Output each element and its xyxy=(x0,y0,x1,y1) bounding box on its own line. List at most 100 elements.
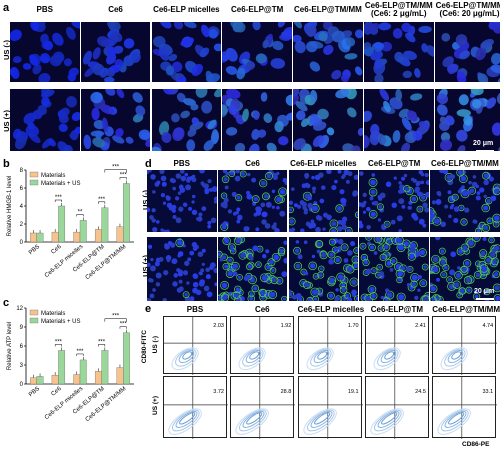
panel-e-flow-plot-r0-c0: 2.03 xyxy=(163,316,228,375)
panel-c-y-axis-label: Relative ATP level xyxy=(7,322,13,370)
panel-b-x-tick-label: Ce6-ELP@TM/MM xyxy=(85,244,128,281)
panel-e-flow-plot-r1-c3: 24.5 xyxy=(364,376,430,439)
panel-d-letter: d xyxy=(145,158,152,170)
panel-b-bar-0-0 xyxy=(30,232,37,243)
panel-c-y-tick-label: 9 xyxy=(20,325,24,331)
panel-c-bar-0-0 xyxy=(30,377,37,385)
panel-b-x-tick-label: Ce6-ELP micelles xyxy=(44,244,84,279)
panel-b-letter: b xyxy=(3,158,10,170)
panel-e-flow-density xyxy=(298,317,363,375)
panel-e-quadrant-value: 19.1 xyxy=(347,389,359,395)
panel-b-sig-bracket xyxy=(76,214,84,217)
panel-b-bar-1-2 xyxy=(79,220,87,243)
panel-c-legend-swatch-0 xyxy=(29,309,39,316)
panel-c-bar-0-3 xyxy=(94,371,102,385)
panel-d-col-title-1: Ce6 xyxy=(245,159,260,168)
panel-c-letter: c xyxy=(3,297,10,309)
panel-e-flow-plot-r0-c4: 4.74 xyxy=(432,316,498,375)
panel-a-col-title-2: Ce6-ELP micelles xyxy=(153,5,220,14)
panel-a-micrograph-r1-c1 xyxy=(80,89,151,151)
panel-e-flow-density xyxy=(231,377,296,439)
panel-d-micrograph-r0-c1 xyxy=(217,170,288,232)
panel-c-sig-label: *** xyxy=(120,322,128,328)
panel-e-flow-density xyxy=(365,317,430,375)
panel-a-micrograph-r1-c6 xyxy=(434,89,500,151)
panel-d-micrograph-r1-c4 xyxy=(430,237,500,301)
panel-c-legend-label-1: Materials + US xyxy=(41,319,81,325)
panel-d-scale-bar xyxy=(476,298,494,300)
panel-a-micrograph-r1-c5 xyxy=(364,89,434,151)
panel-b-sig-label: *** xyxy=(120,173,128,179)
panel-e-flow-plot-r1-c2: 19.1 xyxy=(297,376,363,439)
panel-e-row-label-us-plus: US (+) xyxy=(152,396,159,415)
panel-c-bar-1-2 xyxy=(79,359,87,385)
panel-a-micrograph-r0-c1 xyxy=(80,22,151,82)
panel-c-y-tick-label: 12 xyxy=(16,306,23,312)
panel-e-flow-density xyxy=(433,317,498,375)
panel-a-col-title-3: Ce6-ELP@TM xyxy=(231,5,284,14)
panel-e-col-title-2: Ce6-ELP micelles xyxy=(297,305,365,314)
panel-d-scale-label: 20 μm xyxy=(474,288,495,295)
panel-e-quadrant-value: 2.03 xyxy=(213,323,224,329)
panel-c-x-tick-label: Ce6 xyxy=(50,386,63,398)
panel-a-micrograph-r1-c3 xyxy=(222,89,292,151)
panel-c-sig-bracket-span xyxy=(104,318,127,322)
panel-e-flow-density xyxy=(298,377,363,439)
panel-e-flow-plot-r0-c3: 2.41 xyxy=(364,316,430,375)
panel-a-micrograph-r0-c4 xyxy=(293,22,363,82)
panel-b-legend-swatch-1 xyxy=(29,179,39,186)
panel-c-bar-1-0 xyxy=(36,376,44,385)
panel-b-y-tick-label: 4 xyxy=(20,204,24,210)
panel-e-flow-density xyxy=(365,377,430,439)
panel-b-sig-bracket xyxy=(98,201,106,204)
panel-b-hmgb1-chart: 0 2 4 6 8 Relative HMGB-1 level PBS Ce6Ce6-ELP … xyxy=(7,165,134,281)
panel-c-x-tick-label: Ce6-ELP micelles xyxy=(44,386,84,421)
panel-a-col-title-1: Ce6 xyxy=(108,5,123,14)
panel-e-col-title-3: Ce6-ELP@TM xyxy=(370,305,424,314)
panel-c-sig-bracket xyxy=(119,326,127,329)
panel-e-flow-plot-r1-c4: 33.1 xyxy=(432,376,498,439)
panel-b-sig-label: *** xyxy=(55,195,63,201)
panel-b-sig-label: ** xyxy=(78,209,83,215)
panel-e-quadrant-value: 3.72 xyxy=(213,389,224,395)
panel-e-quadrant-value: 33.1 xyxy=(482,389,494,395)
panel-c-legend-swatch-1 xyxy=(29,317,39,324)
panel-e-flow-plot-r1-c0: 3.72 xyxy=(163,376,228,439)
panel-a-scale-bar xyxy=(476,150,494,152)
panel-d-col-title-0: PBS xyxy=(173,159,190,168)
panel-e-col-title-0: PBS xyxy=(186,305,204,314)
panel-b-bar-0-3 xyxy=(94,229,102,243)
panel-c-bar-0-2 xyxy=(73,374,81,385)
panel-a-col-title-6: Ce6-ELP@TM/MM (Ce6: 20 μg/mL) xyxy=(435,1,500,18)
panel-e-quadrant-value: 28.8 xyxy=(280,389,292,395)
panel-c-sig-bracket xyxy=(98,344,106,347)
panel-c-sig-label: *** xyxy=(55,339,63,345)
panel-c-sig-label-span: *** xyxy=(112,314,120,320)
panel-d-micrograph-r1-c0 xyxy=(147,237,217,301)
panel-b-x-tick-label: Ce6 xyxy=(50,244,63,256)
panel-a-micrograph-r1-c2 xyxy=(151,89,222,151)
panel-a-micrograph-r1-c0 xyxy=(10,89,80,151)
panel-b-bar-1-1 xyxy=(58,205,66,243)
panel-e-flow-density xyxy=(231,317,296,375)
panel-b-legend-label-0: Materials xyxy=(41,173,65,179)
panel-d-micrograph-r0-c3 xyxy=(359,170,429,232)
panel-b-y-tick-label: 0 xyxy=(20,240,24,246)
panel-e-quadrant-value: 24.5 xyxy=(415,389,426,395)
panel-a-micrograph-r0-c5 xyxy=(364,22,434,82)
panel-b-sig-label-span: *** xyxy=(112,165,120,171)
panel-a-col-title-4: Ce6-ELP@TM/MM xyxy=(294,5,362,14)
panel-c-y-tick-label: 6 xyxy=(20,344,24,350)
panel-b-sig-bracket xyxy=(54,199,62,202)
panel-a-micrograph-r0-c2 xyxy=(151,22,222,82)
panel-c-bar-1-3 xyxy=(101,350,109,385)
panel-e-flow-plot-r1-c1: 28.8 xyxy=(230,376,296,439)
panel-a-col-title-5: Ce6-ELP@TM/MM (Ce6: 2 μg/mL) xyxy=(364,1,433,18)
panel-d-col-title-2: Ce6-ELP micelles xyxy=(290,159,357,168)
panel-b-bar-0-4 xyxy=(116,226,124,243)
panel-c-y-tick-label: 3 xyxy=(20,363,24,369)
panel-e-flow-plot-r0-c1: 1.92 xyxy=(230,316,296,375)
panel-b-bar-0-1 xyxy=(51,231,59,243)
panel-e-row-label-us-minus: US (-) xyxy=(152,336,159,354)
